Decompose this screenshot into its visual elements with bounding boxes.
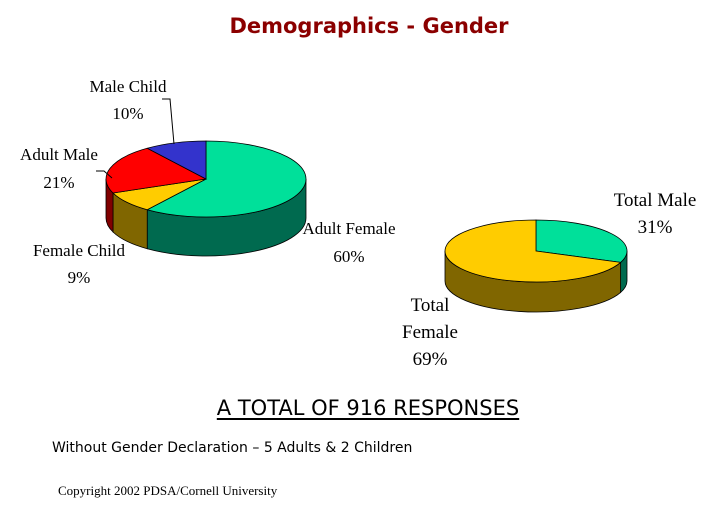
label-total-female-line1: Total bbox=[411, 295, 450, 316]
chart-title: Demographics - Gender bbox=[229, 14, 509, 38]
pie-slice-total-male bbox=[535, 219, 628, 263]
pie-chart-detailed bbox=[105, 140, 307, 257]
leader-line-adult-male bbox=[96, 170, 113, 179]
gender-declaration-note: Without Gender Declaration – 5 Adults & … bbox=[52, 440, 413, 456]
total-responses: A TOTAL OF 916 RESPONSES bbox=[216, 396, 520, 420]
value-male-child: 10% bbox=[112, 104, 143, 123]
value-adult-male: 21% bbox=[43, 173, 74, 192]
pie-chart-totals bbox=[444, 219, 628, 313]
leader-line-male-child bbox=[162, 98, 175, 145]
label-total-male: Total Male bbox=[614, 190, 697, 211]
value-total-male: 31% bbox=[638, 217, 673, 238]
pie-slice-adult-male bbox=[105, 147, 208, 194]
pie-slice-male-child bbox=[146, 140, 207, 180]
value-female-child: 9% bbox=[68, 268, 91, 287]
value-total-female: 69% bbox=[413, 349, 448, 370]
label-adult-male: Adult Male bbox=[20, 145, 98, 164]
copyright: Copyright 2002 PDSA/Cornell University bbox=[58, 483, 278, 498]
value-adult-female: 60% bbox=[333, 247, 364, 266]
label-female-child: Female Child bbox=[33, 241, 126, 260]
label-adult-female: Adult Female bbox=[302, 219, 395, 238]
label-male-child: Male Child bbox=[90, 77, 167, 96]
pie-slice-adult-female bbox=[146, 140, 307, 218]
label-total-female-line2: Female bbox=[402, 322, 458, 343]
pie-slice-total-female bbox=[444, 219, 622, 283]
